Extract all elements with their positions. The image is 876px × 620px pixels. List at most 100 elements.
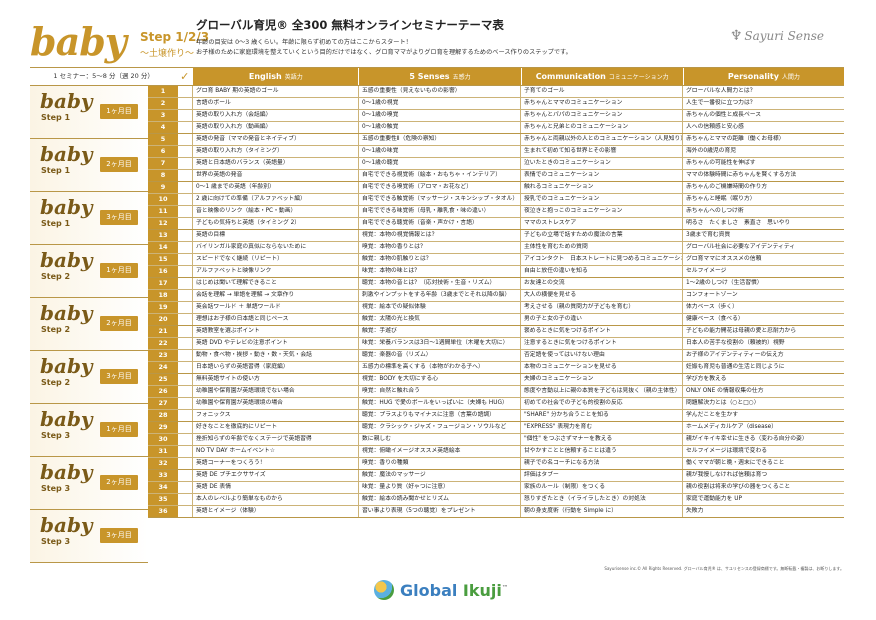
table-row: 2 言語のボール 0〜1歳の視覚 赤ちゃんとママのコミュニケーション 人生で一番役に立つ… (148, 98, 844, 110)
personality-theme: 子どもの能力開花は母親の愛と忍耐力から (686, 328, 797, 334)
global-ikuji-text: Global Ikuji™ (400, 581, 508, 600)
communication-theme: 主体性を育むための質問 (521, 242, 683, 253)
table-row: 14 バイリンガル家庭の真似にならないために 嗅覚：本物の香りとは？ 主体性を育むため… (148, 242, 844, 254)
group-month-badge: 2ヶ月目 (100, 475, 138, 490)
communication-theme: 怒りすぎたとき（イライラしたとき）の対処法 (521, 494, 683, 505)
row-checkbox[interactable] (178, 410, 193, 421)
communication-theme: 赤ちゃんとパパのコミュニケーション (521, 110, 683, 121)
table-row: 10 2 歳に向けての準備（アルファベット編） 自宅でできる触覚術（マッサージ・スキ… (148, 194, 844, 206)
communication-theme: 赤ちゃんと両親以外の人とのコミュニケーション（人見知り） (521, 134, 683, 145)
row-checkbox[interactable] (178, 386, 193, 397)
row-checkbox[interactable] (178, 326, 193, 337)
table-row: 30 挫折知らずの年齢でなくステージで英語習得 数に親しむ "個性" をつぶさずマナー… (148, 434, 844, 446)
table-header: 1 セミナー：5〜8 分（週 20 分） ✓ English 英語力 5 Sens… (30, 67, 844, 86)
personality-theme: ホームメディカルケア（disease） (686, 424, 777, 430)
english-theme: 本人のレベルより簡単なものから (193, 494, 359, 505)
category-personality: Personality 人間力 (682, 68, 844, 85)
senses-theme: 0〜1歳の味覚 (359, 146, 521, 157)
row-number: 26 (148, 386, 178, 397)
row-checkbox[interactable] (178, 206, 193, 217)
row-number: 14 (148, 242, 178, 253)
table-row: 8 世界の英語の発音 自宅でできる視覚術（絵本・おもちゃ・インテリア） 表情でのコミュ… (148, 170, 844, 182)
row-checkbox[interactable] (178, 122, 193, 133)
senses-theme: 聴覚：プラスよりもマイナスに注意（言葉の語調） (359, 410, 521, 421)
personality-theme: セルフイメージ (686, 268, 727, 274)
row-checkbox[interactable] (178, 482, 193, 493)
row-checkbox[interactable] (178, 98, 193, 109)
row-checkbox[interactable] (178, 374, 193, 385)
english-theme: NO TV DAY ホームイベント☆ (193, 446, 359, 457)
row-checkbox[interactable] (178, 314, 193, 325)
row-checkbox[interactable] (178, 134, 193, 145)
row-checkbox[interactable] (178, 218, 193, 229)
step-group: baby Step 1 2ヶ月目 (30, 139, 148, 192)
row-checkbox[interactable] (178, 278, 193, 289)
senses-theme: 視覚：BODY を大切にする心 (359, 374, 521, 385)
row-checkbox[interactable] (178, 86, 193, 97)
row-checkbox[interactable] (178, 470, 193, 481)
step-group: baby Step 2 1ヶ月目 (30, 245, 148, 298)
row-number: 30 (148, 434, 178, 445)
communication-theme: 褒めるときに気をつけるポイント (521, 326, 683, 337)
category-jp: コミュニケーション力 (608, 74, 669, 81)
category-english: English 英語力 (192, 68, 359, 85)
row-checkbox[interactable] (178, 362, 193, 373)
row-checkbox[interactable] (178, 506, 193, 517)
row-number: 13 (148, 230, 178, 241)
personality-theme: コンフォートゾーン (686, 292, 738, 298)
row-checkbox[interactable] (178, 434, 193, 445)
row-checkbox[interactable] (178, 290, 193, 301)
row-number: 28 (148, 410, 178, 421)
english-theme: はじめは聞いて理解できること (193, 278, 359, 289)
senses-theme: 自宅でできる触覚術（マッサージ・スキンシップ・タオル） (359, 194, 521, 205)
senses-theme: 聴覚：楽器の音（リズム） (359, 350, 521, 361)
row-checkbox[interactable] (178, 266, 193, 277)
table-row: 16 アルファベットと映像リンク 味覚：本物の味とは？ 自由と放任の違いを知る セルフイ… (148, 266, 844, 278)
table-row: 22 英語 DVD やテレビの注意ポイント 味覚：栄養バランスは3日〜1週間単位（木… (148, 338, 844, 350)
brand-block: baby Step 1/2/3 〜土壌作り〜 (30, 23, 209, 61)
personality-theme: 赤ちゃんの可能性を伸ばす (686, 160, 756, 166)
row-checkbox[interactable] (178, 194, 193, 205)
group-step: Step 1 (41, 113, 71, 122)
senses-theme: 視覚：俯瞰イメージオススメ英語絵本 (359, 446, 521, 457)
row-number: 15 (148, 254, 178, 265)
row-number: 11 (148, 206, 178, 217)
group-month-badge: 1ヶ月目 (100, 422, 138, 437)
english-theme: 世界の英語の発音 (193, 170, 359, 181)
senses-theme: 自宅でできる視覚術（絵本・おもちゃ・インテリア） (359, 170, 521, 181)
row-checkbox[interactable] (178, 146, 193, 157)
row-checkbox[interactable] (178, 302, 193, 313)
senses-theme: 味覚：栄養バランスは3日〜1週間単位（木曜を大切に） (359, 338, 521, 349)
group-baby: baby (40, 195, 93, 219)
row-checkbox[interactable] (178, 242, 193, 253)
row-checkbox[interactable] (178, 158, 193, 169)
row-checkbox[interactable] (178, 398, 193, 409)
logo-ikuji: Ikuji (462, 580, 502, 600)
global-ikuji-logo: Global Ikuji™ (374, 580, 508, 600)
row-checkbox[interactable] (178, 182, 193, 193)
group-baby: baby (40, 142, 93, 166)
row-checkbox[interactable] (178, 254, 193, 265)
row-number: 35 (148, 494, 178, 505)
row-number: 23 (148, 350, 178, 361)
senses-theme: 触覚：本物の肌触りとは？ (359, 254, 521, 265)
table-row: 3 英語の取り入れ方（会話編） 0〜1歳の嗅覚 赤ちゃんとパパのコミュニケーション 赤ち… (148, 110, 844, 122)
row-number: 34 (148, 482, 178, 493)
senses-theme: 自宅でできる聴覚術（音楽・声かけ・言語） (359, 218, 521, 229)
personality-theme: 赤ちゃんのご機嫌時間の作り方 (686, 184, 768, 190)
week-label: 1 セミナー：5〜8 分（週 20 分） (53, 72, 154, 80)
english-theme: 挫折知らずの年齢でなくステージで英語習得 (193, 434, 359, 445)
senses-theme: 視覚：本物の視覚情報とは？ (359, 230, 521, 241)
row-checkbox[interactable] (178, 170, 193, 181)
row-checkbox[interactable] (178, 110, 193, 121)
row-checkbox[interactable] (178, 494, 193, 505)
row-checkbox[interactable] (178, 446, 193, 457)
personality-theme: お子様のアイデンティティーの伝え方 (686, 352, 784, 358)
row-checkbox[interactable] (178, 350, 193, 361)
row-checkbox[interactable] (178, 338, 193, 349)
row-checkbox[interactable] (178, 458, 193, 469)
row-checkbox[interactable] (178, 230, 193, 241)
personality-theme: 問題解決力とは（○と□○） (686, 400, 760, 406)
row-checkbox[interactable] (178, 422, 193, 433)
english-theme: 英語 DVD やテレビの注意ポイント (193, 338, 359, 349)
